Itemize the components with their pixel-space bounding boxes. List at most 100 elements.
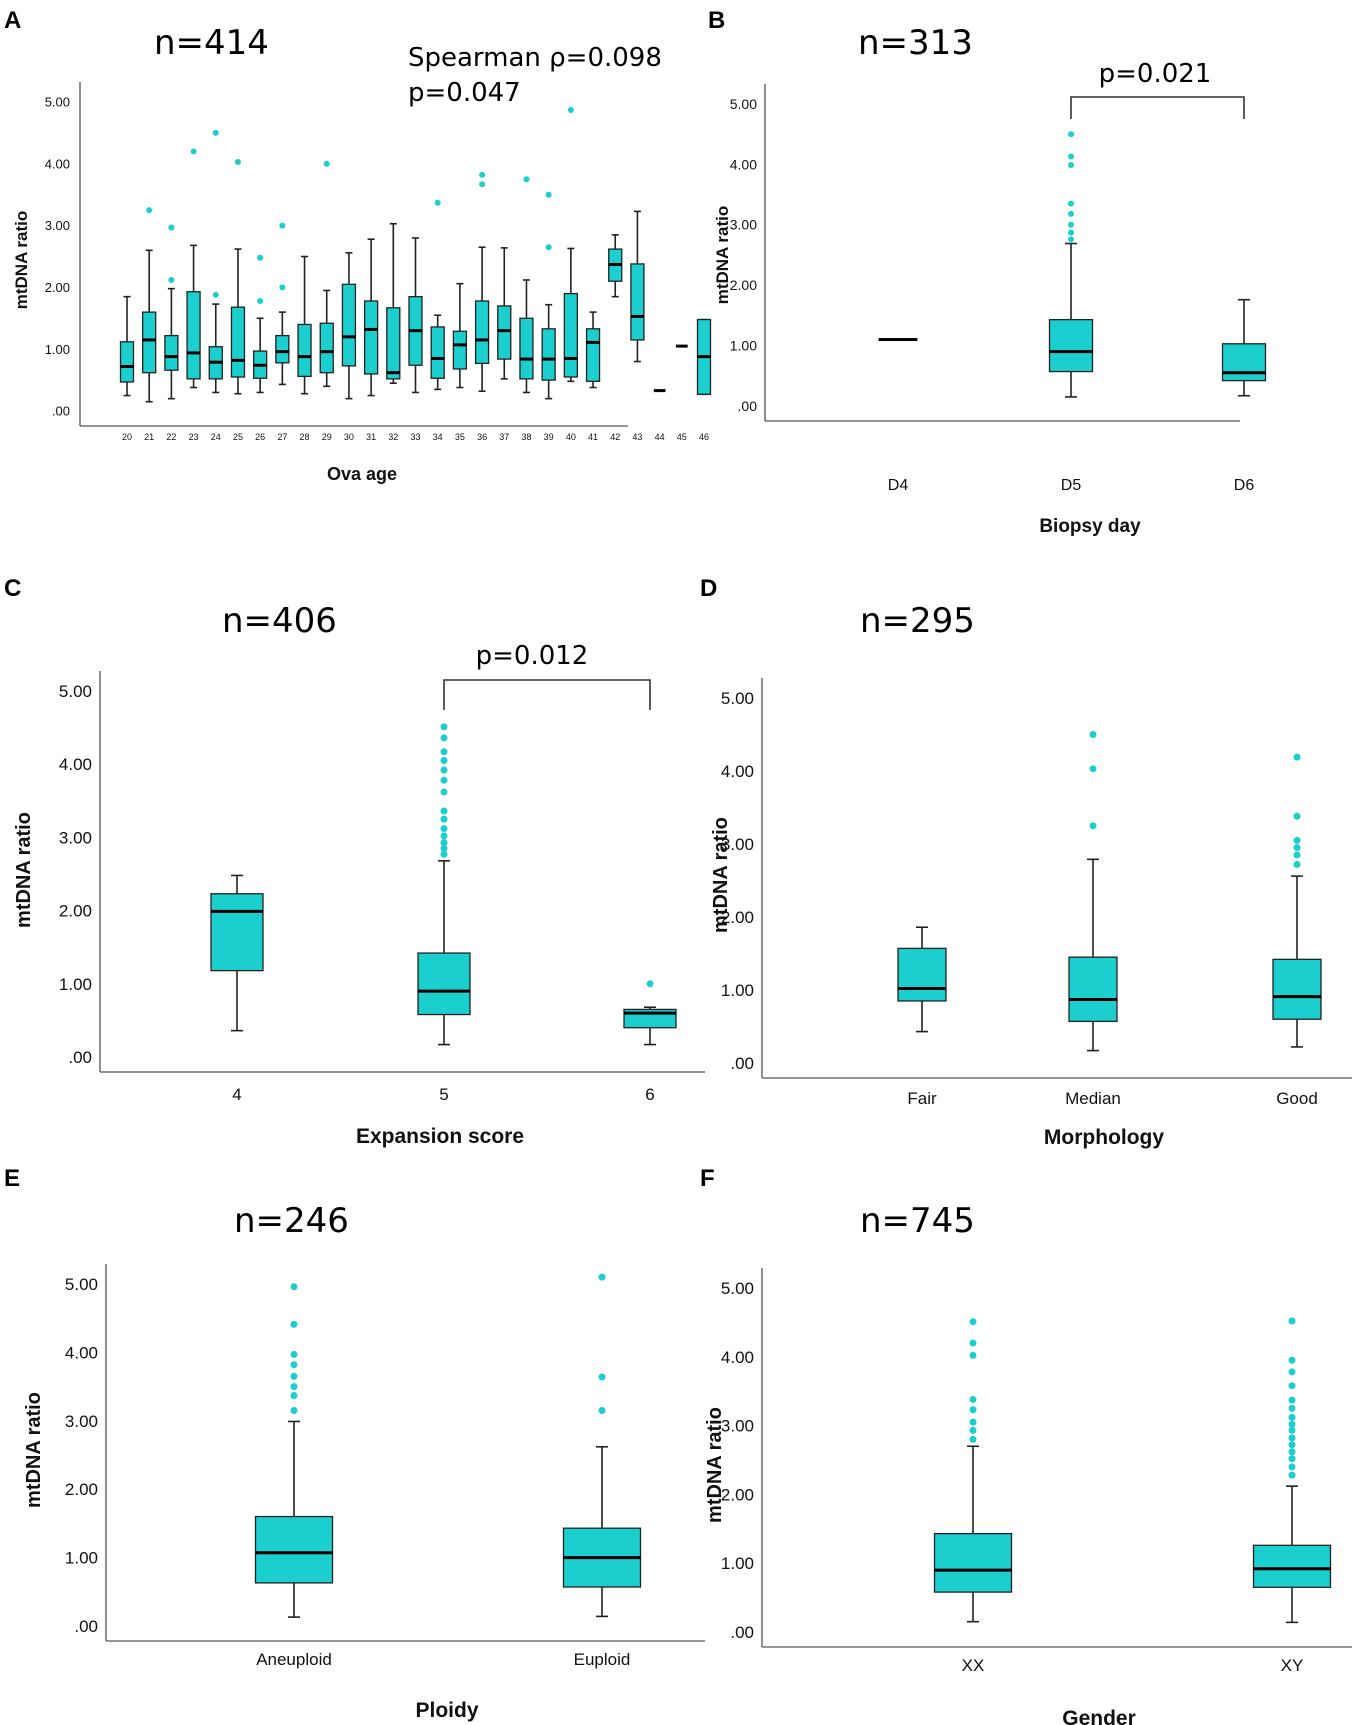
- x-tick-label: Good: [1276, 1089, 1318, 1108]
- y-tick-label: 1.00: [721, 1554, 754, 1573]
- outlier-point: [523, 176, 530, 183]
- y-tick-label: .00: [730, 1623, 754, 1642]
- panel-f: Fn=745 .00 1.00 2.00 3.00 4.00 5.00 mtDNA ratio…: [700, 1165, 1352, 1725]
- y-axis-title: mtDNA ratio: [23, 1392, 45, 1508]
- box-42: [608, 234, 623, 298]
- box-Good: [1272, 753, 1322, 1048]
- outlier-point: [598, 1273, 606, 1281]
- box-31: [363, 238, 379, 397]
- y-tick-label: 2.00: [65, 1480, 98, 1499]
- x-tick-label: 23: [189, 432, 199, 442]
- iqr-box: [630, 263, 645, 341]
- x-tick-label: 32: [388, 432, 398, 442]
- iqr-box: [254, 1515, 334, 1584]
- box-6: [623, 980, 677, 1046]
- outlier-point: [190, 148, 197, 155]
- annotation-text: Spearman ρ=0.098: [408, 43, 662, 73]
- iqr-box: [452, 330, 468, 370]
- outlier-point: [1288, 1420, 1296, 1428]
- panel-letter: F: [700, 1165, 715, 1192]
- outlier-point: [168, 224, 175, 231]
- y-tick-label: .00: [68, 1048, 92, 1067]
- outlier-point: [440, 734, 448, 742]
- y-tick-label: 5.00: [65, 1275, 98, 1294]
- box-22: [164, 224, 179, 400]
- iqr-box: [210, 893, 264, 972]
- sample-size-label: n=745: [860, 1201, 975, 1241]
- panel-b: Bn=313 p=0.021 .00 1.00 2.00 3.00 4.00 5.00 mtDN…: [708, 7, 1267, 537]
- panel-letter: C: [4, 575, 21, 602]
- x-axis-title: Gender: [1062, 1707, 1136, 1725]
- y-tick-label: 1.00: [730, 338, 757, 354]
- box-33: [408, 237, 423, 394]
- outlier-point: [440, 815, 448, 823]
- panel-letter: A: [4, 7, 21, 34]
- panel-e: En=246 .00 1.00 2.00 3.00 4.00 5.00 mtDNA ratio…: [4, 1165, 705, 1722]
- panel-a: An=414 Spearman ρ=0.098 p=0.047 .00 1.00 2.00…: [4, 7, 712, 484]
- outlier-point: [598, 1407, 606, 1415]
- box-34: [430, 199, 445, 391]
- outlier-point: [440, 776, 448, 784]
- iqr-box: [1221, 343, 1267, 382]
- outlier-point: [646, 980, 654, 988]
- box-Aneuploid: [254, 1283, 334, 1618]
- sample-size-label: n=246: [234, 1201, 349, 1241]
- outlier-point: [440, 832, 448, 840]
- x-tick-label: 38: [521, 432, 531, 442]
- box-Euploid: [562, 1273, 642, 1618]
- iqr-box: [541, 328, 556, 381]
- outlier-point: [1293, 753, 1301, 761]
- box-D5: [1048, 131, 1094, 398]
- x-tick-label: 39: [544, 432, 554, 442]
- y-tick-label: 3.00: [59, 828, 92, 847]
- x-tick-label: 37: [499, 432, 509, 442]
- sample-size-label: n=414: [154, 23, 269, 63]
- box-41: [585, 311, 601, 389]
- iqr-box: [186, 291, 201, 380]
- y-axis-title: mtDNA ratio: [713, 206, 732, 305]
- x-tick-label: 36: [477, 432, 487, 442]
- panel-d: Dn=295 .00 1.00 2.00 3.00 4.00 5.00 mtDNA ratio…: [700, 575, 1352, 1149]
- box-46: [696, 318, 712, 396]
- box-XX: [933, 1318, 1013, 1623]
- y-tick-label: 2.00: [45, 280, 70, 295]
- x-tick-label: 27: [277, 432, 287, 442]
- x-axis-title: Ploidy: [415, 1699, 478, 1722]
- iqr-box: [230, 306, 246, 378]
- x-tick-label: Fair: [907, 1089, 937, 1108]
- outlier-point: [323, 160, 330, 167]
- iqr-box: [275, 334, 290, 364]
- annotation-text: p=0.021: [1099, 59, 1212, 89]
- outlier-point: [279, 222, 286, 229]
- outlier-point: [290, 1283, 298, 1291]
- y-tick-label: 1.00: [721, 981, 754, 1000]
- outlier-point: [1288, 1434, 1296, 1442]
- outlier-point: [969, 1318, 977, 1326]
- y-tick-label: 1.00: [59, 975, 92, 994]
- sample-size-label: n=406: [222, 601, 337, 641]
- box-36: [474, 171, 490, 393]
- x-tick-label: 43: [632, 432, 642, 442]
- outlier-point: [440, 766, 448, 774]
- iqr-box: [585, 328, 601, 382]
- y-axis-title: mtDNA ratio: [710, 817, 732, 933]
- x-tick-label: XY: [1281, 1656, 1304, 1675]
- y-tick-label: 3.00: [45, 218, 70, 233]
- x-tick-label: 31: [366, 432, 376, 442]
- outlier-point: [440, 723, 448, 731]
- x-tick-label: D5: [1061, 477, 1082, 494]
- outlier-point: [969, 1339, 977, 1347]
- outlier-point: [234, 158, 241, 165]
- outlier-point: [1293, 860, 1301, 868]
- outlier-point: [1068, 229, 1074, 236]
- outlier-point: [440, 807, 448, 815]
- x-tick-label: Euploid: [574, 1650, 631, 1669]
- box-20: [119, 295, 135, 397]
- x-tick-label: D6: [1234, 477, 1255, 494]
- outlier-point: [434, 199, 441, 206]
- outlier-point: [1068, 221, 1074, 228]
- iqr-box: [563, 292, 578, 378]
- y-tick-label: 4.00: [65, 1343, 98, 1362]
- y-tick-label: 3.00: [721, 1417, 754, 1436]
